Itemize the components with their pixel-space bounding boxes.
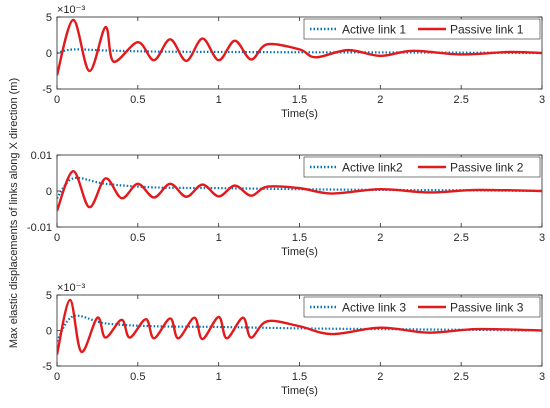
y-tick-label: 5 (46, 290, 52, 302)
y-tick-label: -5 (42, 84, 52, 96)
y-tick-label: -5 (42, 361, 52, 373)
legend: Active link 1 Passive link 1 (303, 18, 541, 40)
y-tick-label: 5 (46, 12, 52, 24)
shared-y-axis-label: Max elastic displacements of links along… (8, 78, 20, 348)
series-line-1 (57, 314, 542, 342)
x-axis-label: Time(s) (281, 385, 318, 397)
legend: Active link 3 Passive link 3 (303, 296, 541, 318)
x-tick-label: 0.5 (130, 94, 145, 106)
x-tick-label: 0 (54, 232, 60, 244)
y-tick-label: 0 (46, 48, 52, 60)
x-tick-label: 2 (377, 232, 383, 244)
x-tick-label: 3 (539, 94, 545, 106)
legend: Active link2 Passive link 2 (303, 156, 541, 178)
y-tick-label: 0.01 (31, 150, 52, 162)
x-tick-label: 2.5 (454, 232, 469, 244)
x-tick-label: 2.5 (454, 94, 469, 106)
legend-label-1: Active link2 (342, 161, 403, 175)
x-tick-label: 2.5 (454, 371, 469, 383)
x-tick-label: 0.5 (130, 371, 145, 383)
y-tick-label: 0 (46, 186, 52, 198)
x-tick-label: 1.5 (292, 232, 307, 244)
x-tick-label: 2 (377, 371, 383, 383)
x-tick-label: 1 (216, 371, 222, 383)
x-tick-label: 3 (539, 232, 545, 244)
x-tick-label: 2 (377, 94, 383, 106)
legend-label-1: Active link 3 (342, 301, 406, 315)
x-axis-label: Time(s) (281, 246, 318, 258)
series-line-2 (57, 169, 542, 212)
y-exponent-label: ×10⁻³ (57, 282, 85, 294)
x-tick-label: 0 (54, 94, 60, 106)
x-tick-label: 1.5 (292, 94, 307, 106)
legend-label-2: Passive link 3 (450, 301, 524, 315)
y-tick-label: -0.01 (27, 222, 52, 234)
x-tick-label: 0 (54, 371, 60, 383)
series-line-2 (57, 18, 542, 76)
x-tick-label: 3 (539, 371, 545, 383)
y-exponent-label: ×10⁻³ (57, 4, 85, 16)
x-tick-label: 1.5 (292, 371, 307, 383)
x-tick-label: 1 (216, 94, 222, 106)
legend-label-1: Active link 1 (342, 23, 406, 37)
series-line-2 (57, 298, 542, 355)
x-tick-label: 1 (216, 232, 222, 244)
legend-label-2: Passive link 2 (450, 161, 524, 175)
x-tick-label: 0.5 (130, 232, 145, 244)
y-tick-label: 0 (46, 326, 52, 338)
x-axis-label: Time(s) (281, 108, 318, 120)
legend-label-2: Passive link 1 (450, 23, 524, 37)
